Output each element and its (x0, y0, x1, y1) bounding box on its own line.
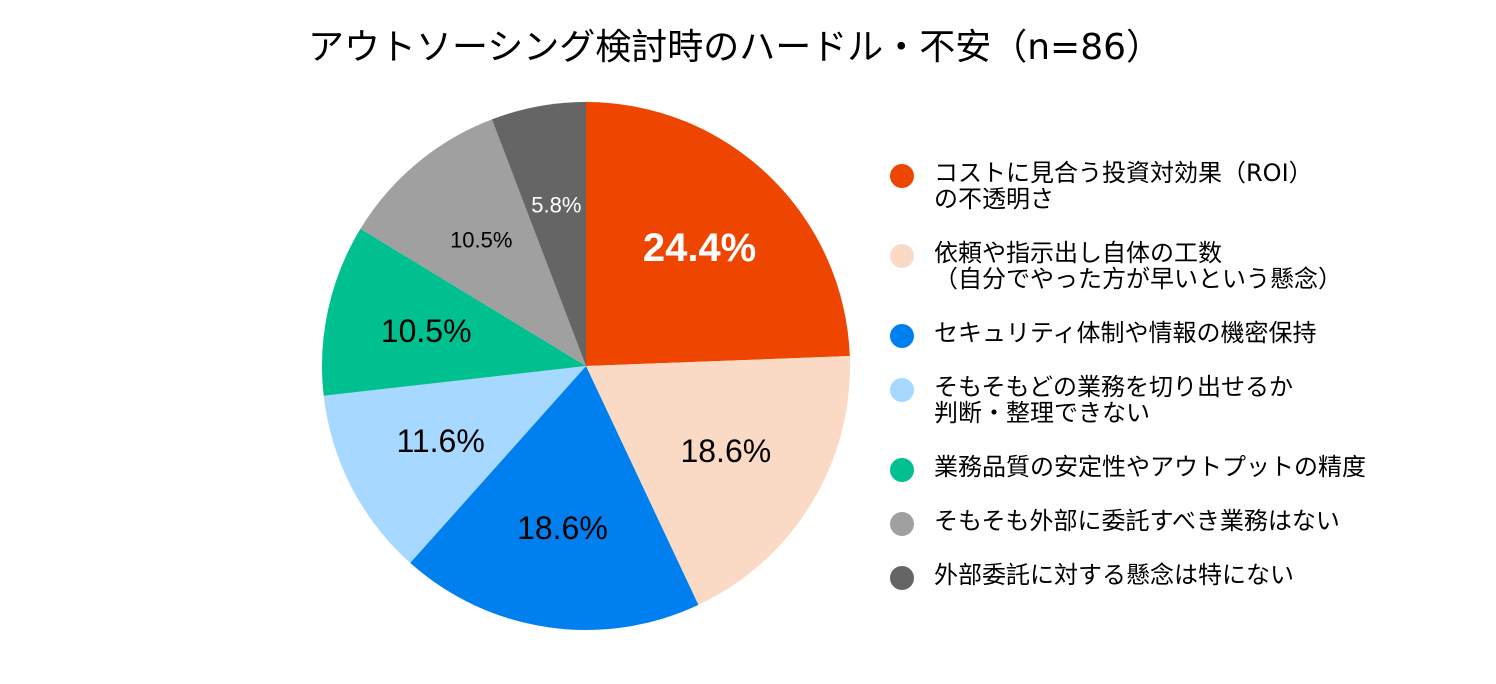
legend-swatch-5 (890, 458, 914, 482)
pie-slice-label-4: 11.6% (396, 423, 484, 459)
legend-label-line: 業務品質の安定性やアウトプットの精度 (934, 453, 1366, 481)
pie-slice-6 (360, 119, 586, 366)
pie-slice-label-5: 10.5% (381, 313, 472, 349)
legend-label-7: 外部委託に対する懸念は特にない (934, 562, 1294, 588)
legend-label-2: 依頼や指示出し自体の工数 （自分でやった方が早いという懸念） (934, 240, 1342, 292)
chart-title: アウトソーシング検討時のハードル・不安（n=86） (307, 27, 1163, 68)
pie-slice-4 (323, 366, 586, 563)
pie-slice-5 (322, 228, 586, 396)
legend-item-3: セキュリティ体制や情報の機密保持 (890, 320, 1317, 348)
legend-item-4: そもそもどの業務を切り出せるか 判断・整理できない (890, 374, 1293, 426)
legend-swatch-7 (890, 566, 914, 590)
legend-label-4: そもそもどの業務を切り出せるか 判断・整理できない (934, 374, 1293, 426)
legend-item-7: 外部委託に対する懸念は特にない (890, 562, 1294, 590)
legend-label-line: （自分でやった方が早いという懸念） (934, 265, 1342, 293)
legend-label-line: 依頼や指示出し自体の工数 (934, 239, 1222, 267)
pie-slice-label-7: 5.8% (531, 193, 581, 218)
legend-label-line: の不透明さ (934, 185, 1054, 213)
legend-label-line: 外部委託に対する懸念は特にない (934, 561, 1294, 589)
pie-chart: 24.4% 18.6% 18.6% 11.6% 10.5% 10.5% 5.8% (322, 102, 850, 630)
pie-slice-label-6: 10.5% (450, 228, 512, 253)
pie-slice-7 (491, 102, 586, 366)
legend-label-line: そもそもどの業務を切り出せるか (934, 373, 1294, 401)
pie-slice-3 (410, 366, 699, 630)
legend-item-1: コストに見合う投資対効果（ROI） の不透明さ (890, 160, 1313, 212)
legend-swatch-2 (890, 244, 914, 268)
legend-label-6: そもそも外部に委託すべき業務はない (934, 508, 1340, 534)
legend-item-2: 依頼や指示出し自体の工数 （自分でやった方が早いという懸念） (890, 240, 1342, 292)
legend-swatch-4 (890, 378, 914, 402)
legend-label-line: 判断・整理できない (934, 399, 1150, 427)
pie-slice-label-2: 18.6% (680, 433, 771, 469)
legend-label-line: コストに見合う投資対効果（ROI） (934, 159, 1313, 187)
legend-label-line: そもそも外部に委託すべき業務はない (934, 507, 1340, 535)
legend-item-5: 業務品質の安定性やアウトプットの精度 (890, 454, 1366, 482)
legend-swatch-6 (890, 512, 914, 536)
pie-slice-2 (586, 356, 850, 605)
legend-item-6: そもそも外部に委託すべき業務はない (890, 508, 1340, 536)
pie-slice-label-1: 24.4% (643, 226, 756, 270)
pie-slice-label-3: 18.6% (517, 510, 608, 546)
legend-swatch-3 (890, 324, 914, 348)
legend-label-5: 業務品質の安定性やアウトプットの精度 (934, 454, 1366, 480)
legend-label-line: セキュリティ体制や情報の機密保持 (934, 319, 1317, 347)
legend-swatch-1 (890, 164, 914, 188)
legend-label-1: コストに見合う投資対効果（ROI） の不透明さ (934, 160, 1313, 212)
legend-label-3: セキュリティ体制や情報の機密保持 (934, 320, 1317, 346)
pie-slice-1 (586, 102, 850, 366)
